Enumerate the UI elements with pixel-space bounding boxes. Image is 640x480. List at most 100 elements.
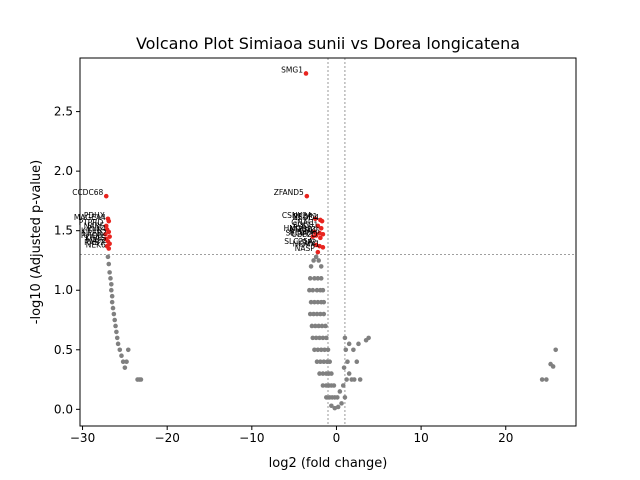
significant-point xyxy=(103,223,109,229)
data-point xyxy=(307,276,313,281)
data-point xyxy=(341,365,347,370)
data-point xyxy=(310,335,316,341)
data-point xyxy=(335,404,341,410)
point-label: ATP5F1 xyxy=(289,225,317,234)
significant-point xyxy=(313,216,318,222)
point-label: SLC25A xyxy=(284,237,314,246)
point-label: NEDD4 xyxy=(292,213,319,222)
data-point xyxy=(313,323,318,329)
data-point xyxy=(107,270,112,275)
data-point xyxy=(315,276,321,281)
significant-point xyxy=(304,193,310,199)
data-point xyxy=(321,299,327,305)
data-point xyxy=(316,258,321,263)
x-tick-label: 10 xyxy=(413,431,428,445)
data-point xyxy=(310,287,316,293)
significant-point xyxy=(103,231,108,237)
significant-point xyxy=(315,223,321,229)
significant-point xyxy=(320,245,326,250)
significant-point xyxy=(106,218,112,224)
data-point xyxy=(312,276,317,281)
data-point xyxy=(314,359,320,364)
data-point xyxy=(313,254,319,260)
data-point xyxy=(119,353,124,359)
data-point xyxy=(110,305,116,311)
point-label: CDK6 xyxy=(299,226,320,235)
data-point xyxy=(311,311,316,317)
significant-point xyxy=(320,231,326,237)
data-point xyxy=(320,371,326,376)
data-point xyxy=(114,335,120,341)
data-point xyxy=(309,323,315,329)
y-tick-label: 2.5 xyxy=(54,105,73,119)
data-point xyxy=(308,264,314,269)
y-axis-label: -log10 (Adjusted p-value) xyxy=(29,160,44,324)
data-point xyxy=(340,383,346,388)
point-label: RHOH xyxy=(81,231,103,240)
data-point xyxy=(324,335,329,341)
data-point xyxy=(311,258,316,263)
data-point xyxy=(124,359,129,364)
data-point xyxy=(105,254,111,260)
data-point xyxy=(307,311,313,317)
point-label: SMG1 xyxy=(281,65,303,74)
point-label: GNAI1 xyxy=(291,218,315,227)
data-point xyxy=(539,377,545,382)
data-point xyxy=(317,371,322,376)
data-point xyxy=(317,335,322,341)
x-tick-label: −30 xyxy=(70,431,95,445)
data-point xyxy=(357,377,363,382)
y-tick-label: 1.0 xyxy=(54,283,73,297)
data-point xyxy=(345,359,350,364)
data-point xyxy=(327,359,332,364)
data-point xyxy=(117,347,123,353)
data-point xyxy=(122,365,128,370)
significant-point xyxy=(303,71,309,76)
data-point xyxy=(544,377,549,382)
point-label: NCAM1 xyxy=(293,239,320,248)
data-point xyxy=(363,337,369,343)
data-point xyxy=(320,287,326,293)
data-point xyxy=(331,383,337,388)
data-point xyxy=(316,323,321,329)
point-label: CCDC68 xyxy=(72,188,103,197)
point-label: KRAS xyxy=(85,233,105,242)
significant-point xyxy=(103,193,109,199)
data-point xyxy=(318,311,323,317)
point-label: RAB7 xyxy=(84,238,104,247)
point-label: CSNK2A xyxy=(282,211,313,220)
data-point xyxy=(314,311,320,317)
data-point xyxy=(314,287,320,293)
data-point xyxy=(318,347,324,353)
data-point xyxy=(320,335,326,341)
data-point xyxy=(337,389,343,394)
data-point xyxy=(108,276,113,281)
point-label: UBE2D xyxy=(291,230,317,239)
data-point xyxy=(313,335,319,341)
point-label: MAGEA4 xyxy=(74,213,106,222)
data-point xyxy=(315,299,321,305)
chart-title: Volcano Plot Simiaoa sunii vs Dorea long… xyxy=(136,34,520,53)
data-point xyxy=(356,341,361,347)
data-point xyxy=(339,401,344,406)
y-tick-label: 2.0 xyxy=(54,164,73,178)
point-label: NEK6 xyxy=(86,241,106,250)
point-label: MAP2 xyxy=(86,236,107,245)
point-label: PLK4 xyxy=(87,224,106,233)
data-point xyxy=(318,264,324,269)
data-point xyxy=(329,403,334,409)
data-point xyxy=(312,299,317,305)
data-point xyxy=(321,311,327,317)
data-point xyxy=(351,347,356,353)
significant-point xyxy=(318,226,324,231)
data-point xyxy=(125,347,131,353)
point-label: NARF xyxy=(84,221,104,230)
data-point xyxy=(550,364,556,369)
significant-point xyxy=(312,229,317,235)
data-point xyxy=(308,299,314,305)
data-point xyxy=(109,299,115,305)
data-point xyxy=(109,281,114,287)
data-point xyxy=(346,371,352,376)
data-point xyxy=(138,377,144,382)
data-point xyxy=(113,323,118,329)
